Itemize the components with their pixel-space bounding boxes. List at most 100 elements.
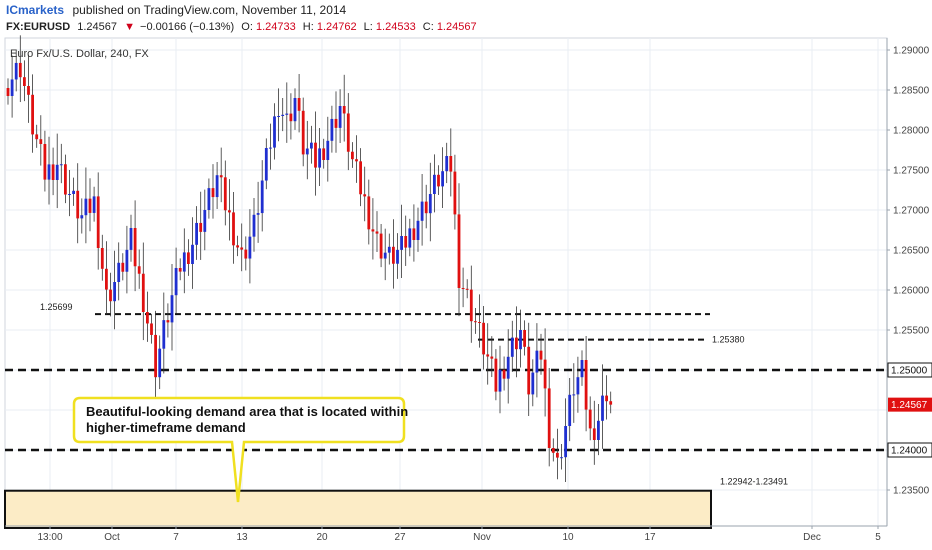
candle [551, 438, 555, 462]
candle [141, 242, 145, 341]
candle [281, 98, 285, 132]
candle [219, 147, 223, 203]
candle [248, 209, 252, 284]
candle [519, 309, 522, 368]
candle [35, 124, 39, 148]
price-axis[interactable]: 1.29000 1.28500 1.28000 1.27500 1.27000 1.265… [886, 38, 932, 526]
candle [256, 181, 260, 243]
candle [494, 349, 498, 401]
candle [31, 74, 34, 153]
candle [203, 189, 207, 251]
candle [334, 91, 338, 153]
candle [47, 136, 51, 205]
candle [121, 253, 125, 281]
candle [461, 267, 465, 308]
y-tick-label: 1.23500 [893, 486, 930, 497]
candle [84, 167, 88, 244]
candle [584, 336, 588, 432]
candle [10, 55, 14, 118]
candle [59, 143, 63, 184]
candle [43, 130, 47, 192]
candle [154, 310, 157, 399]
y-tick-label: 1.27000 [893, 206, 930, 217]
candle [510, 320, 514, 372]
candle [445, 142, 449, 184]
candle [469, 265, 473, 343]
candle [6, 78, 10, 105]
candle [371, 198, 375, 260]
candle [187, 239, 190, 276]
candle [166, 303, 170, 338]
candle [383, 228, 387, 281]
candle [318, 128, 321, 186]
candle [433, 154, 436, 213]
candle [273, 103, 276, 160]
published-text: published on TradingView.com, November 1… [72, 3, 346, 17]
candle [191, 217, 194, 289]
candle [387, 233, 391, 265]
candle [486, 323, 490, 385]
annotation-callout[interactable]: Beautiful-looking demand area that is lo… [72, 396, 408, 503]
candle [465, 279, 469, 299]
candle [264, 138, 268, 190]
candle [351, 142, 354, 168]
plot-area[interactable] [4, 37, 888, 527]
candle [363, 166, 367, 222]
candle [236, 235, 239, 257]
candle [232, 192, 235, 264]
level-price-tag [887, 362, 932, 378]
candle [14, 49, 18, 92]
annotation-line-1: Beautiful-looking demand area that is lo… [86, 404, 408, 419]
x-tick-label: Dec [803, 532, 821, 543]
chart-header: ICmarkets published on TradingView.com, … [6, 3, 477, 33]
candle [531, 359, 535, 407]
brand-link[interactable]: ICmarkets [6, 3, 64, 17]
candle [252, 198, 256, 252]
candle [572, 363, 576, 423]
demand-zone-label: 1.22942-1.23491 [720, 477, 788, 487]
candle [490, 336, 494, 378]
candle [314, 111, 317, 196]
candle [88, 178, 92, 232]
candle [396, 233, 399, 279]
candle [96, 172, 100, 270]
candle [523, 320, 526, 356]
candle [338, 89, 342, 143]
time-axis[interactable]: 13:00 Oct 7 13 20 27 Nov 10 17 Dec 5 [5, 525, 887, 543]
candle [223, 160, 227, 226]
open-label: O: [241, 21, 253, 33]
demand-zone[interactable] [4, 489, 712, 529]
current-price-tag [888, 397, 932, 412]
candle [105, 241, 108, 315]
candle [301, 97, 305, 167]
candle [330, 105, 334, 153]
candle [162, 292, 166, 374]
candle [158, 335, 162, 390]
candle [498, 345, 502, 414]
candle [277, 88, 280, 142]
candle [474, 308, 477, 334]
y-tick-label: 1.26500 [893, 246, 930, 257]
candle [269, 123, 272, 170]
y-tick-label: 1.27500 [893, 166, 930, 177]
change-arrow-icon: ▼ [124, 21, 135, 33]
y-tick-label: 1.24000 [891, 446, 928, 457]
candle [100, 234, 104, 281]
x-tick-label: 13 [236, 532, 248, 543]
x-tick-label: 10 [562, 532, 574, 543]
candle [117, 242, 121, 301]
candle [597, 404, 600, 456]
last-price: 1.24567 [77, 21, 117, 33]
candle [437, 165, 440, 196]
y-tick-label: 1.25000 [891, 366, 928, 377]
x-tick-label: 13:00 [37, 532, 62, 543]
candle [150, 313, 153, 344]
x-tick-label: Nov [473, 532, 491, 543]
candle [547, 368, 551, 467]
candles [6, 35, 613, 483]
level-price-tag [887, 442, 932, 458]
candle [392, 219, 395, 289]
open-value: 1.24733 [256, 21, 296, 33]
candle [244, 236, 248, 271]
